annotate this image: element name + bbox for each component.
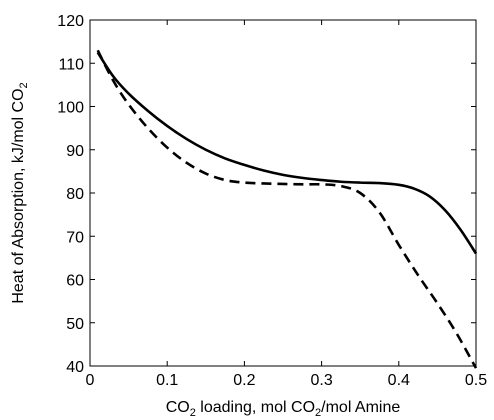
y-tick-label: 90 xyxy=(66,143,84,160)
y-tick-label: 110 xyxy=(58,56,84,73)
y-tick-label: 40 xyxy=(66,359,84,376)
y-tick-label: 80 xyxy=(66,186,84,203)
y-axis-label-subscript-1: 2 xyxy=(18,82,30,88)
x-axis-label-part-1: CO xyxy=(166,399,190,416)
x-axis-ticks: 0 0.1 0.2 0.3 0.4 0.5 xyxy=(86,20,487,389)
y-tick-label: 120 xyxy=(57,13,84,30)
y-tick-label: 60 xyxy=(66,273,84,290)
x-axis-label-part-2: loading, mol CO xyxy=(196,399,315,416)
series-layer xyxy=(96,49,478,369)
x-tick-label: 0 xyxy=(86,372,95,389)
plot-frame xyxy=(89,19,477,367)
x-tick-label: 0.3 xyxy=(310,372,332,389)
x-tick-label: 0.2 xyxy=(233,372,255,389)
y-axis-label: Heat of Absorption, kJ/mol CO2 xyxy=(10,82,30,303)
y-tick-label: 100 xyxy=(57,100,84,117)
x-tick-label: 0.1 xyxy=(156,372,178,389)
x-tick-label: 0.4 xyxy=(388,372,410,389)
y-axis-ticks: 40 50 60 70 80 90 100 110 120 xyxy=(57,13,476,376)
x-tick-label: 0.5 xyxy=(465,372,487,389)
x-axis-label-subscript-1: 2 xyxy=(190,407,196,419)
series-line-dashed xyxy=(96,49,478,369)
series-line-solid xyxy=(96,51,478,255)
x-axis-label-part-3: /mol Amine xyxy=(321,399,400,416)
y-tick-label: 70 xyxy=(66,229,84,246)
x-axis-label-subscript-2: 2 xyxy=(315,407,321,419)
x-axis-label: CO2 loading, mol CO2/mol Amine xyxy=(166,399,401,419)
y-tick-label: 50 xyxy=(66,316,84,333)
y-axis-label-part-1: Heat of Absorption, kJ/mol CO xyxy=(10,88,27,303)
